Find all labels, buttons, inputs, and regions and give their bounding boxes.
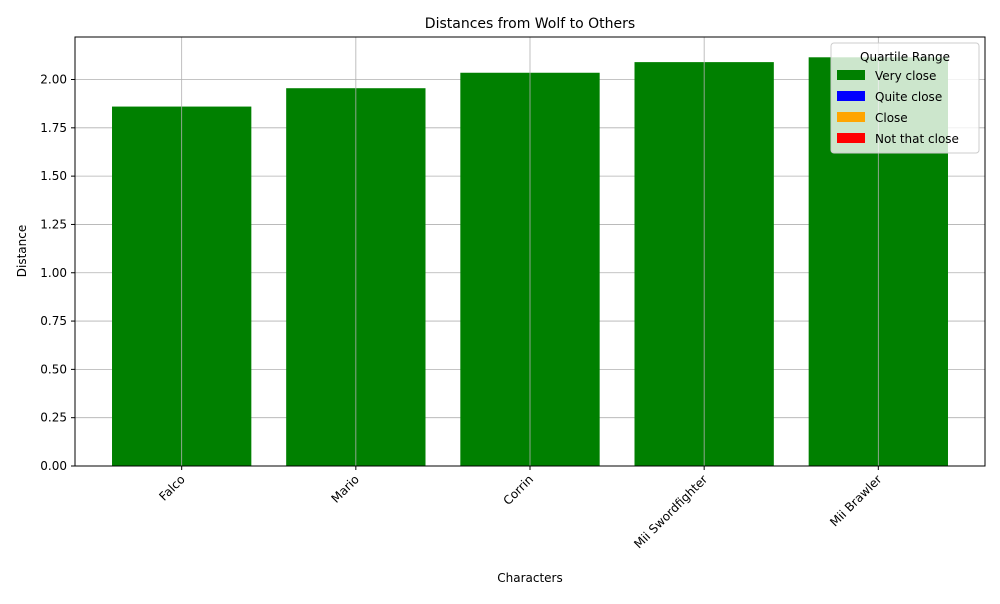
- legend-entry-label: Not that close: [875, 132, 959, 146]
- legend: Quartile Range Very close Quite close Clos…: [830, 42, 980, 154]
- legend-swatch: [837, 70, 865, 80]
- y-axis-label: Distance: [15, 225, 29, 277]
- x-tick-label: Mario: [328, 472, 361, 505]
- x-axis-label: Characters: [497, 571, 563, 585]
- x-axis-ticks: Falco Mario Corrin Mii Swordfighter Mii Braw…: [156, 466, 884, 551]
- legend-box: [830, 42, 980, 154]
- y-tick-label: 1.25: [40, 217, 67, 231]
- legend-entry-label: Quite close: [875, 90, 942, 104]
- vertical-grid-lines: [181, 37, 879, 466]
- legend-swatch: [837, 91, 865, 101]
- chart-title: Distances from Wolf to Others: [425, 16, 635, 32]
- y-tick-label: 0.75: [40, 314, 67, 328]
- y-tick-label: 2.00: [40, 73, 67, 87]
- y-tick-label: 1.75: [40, 121, 67, 135]
- x-tick-label: Mii Swordfighter: [631, 472, 710, 551]
- y-axis-ticks: 0.00 0.25 0.50 0.75 1.00 1.25 1.50 1.75 2.00: [40, 73, 75, 473]
- x-tick-label: Corrin: [501, 472, 537, 508]
- legend-swatch: [837, 112, 865, 122]
- legend-title: Quartile Range: [860, 50, 950, 64]
- x-tick-label: Falco: [156, 472, 187, 503]
- legend-entry-label: Very close: [875, 69, 936, 83]
- y-tick-label: 1.50: [40, 169, 67, 183]
- y-tick-label: 0.00: [40, 459, 67, 473]
- legend-swatch: [837, 133, 865, 143]
- y-tick-label: 1.00: [40, 266, 67, 280]
- x-tick-label: Mii Brawler: [827, 472, 884, 529]
- y-tick-label: 0.25: [40, 411, 67, 425]
- y-tick-label: 0.50: [40, 362, 67, 376]
- legend-entry-label: Close: [875, 111, 908, 125]
